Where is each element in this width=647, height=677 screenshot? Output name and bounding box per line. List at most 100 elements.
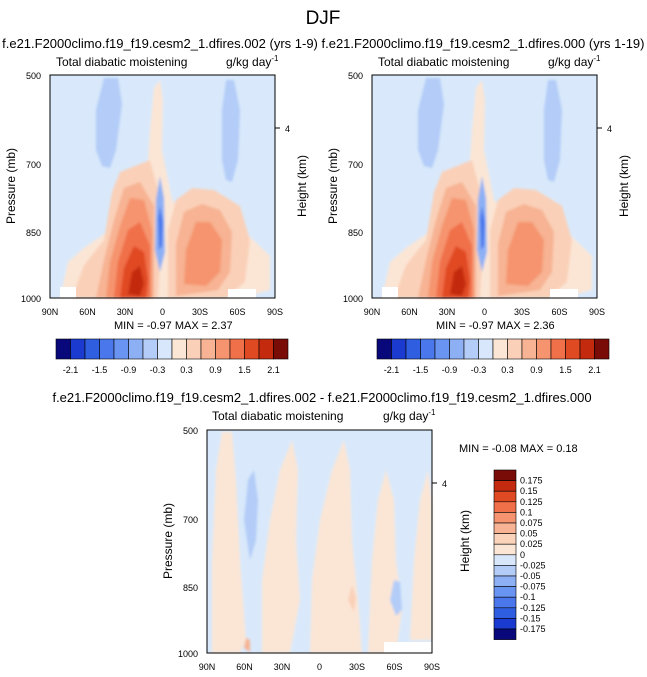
colorbar-swatch [493, 543, 517, 556]
x-tick-label: 90S [424, 662, 440, 672]
panel-2-x-ticks: 90N 60N 30N 0 30S 60S 90S [364, 307, 605, 317]
panel-3-field-pos-spot-2 [244, 638, 250, 652]
panel-2-field-north-blue-plume [418, 78, 444, 168]
right-tick-label: 4 [442, 479, 447, 489]
colorbar-swatch [391, 338, 407, 360]
right-tick-label: 4 [607, 124, 612, 134]
panel-2-missing-data [382, 287, 398, 298]
colorbar-label: -0.05 [520, 571, 541, 581]
panel-3-y-ticks: 500 700 850 1000 [178, 426, 198, 659]
colorbar-label: 0.3 [180, 365, 193, 375]
y-tick-label: 500 [183, 426, 198, 436]
y-tick-label: 1000 [343, 294, 363, 304]
panel-2: f.e21.F2000climo.f19_f19.cesm2_1.dfires.… [321, 36, 644, 332]
colorbar-label: -2.1 [384, 365, 400, 375]
colorbar-swatch [493, 565, 517, 577]
panel-1-units-base: g/kg day [226, 55, 271, 69]
colorbar-swatch [420, 338, 436, 360]
x-tick-label: 30S [514, 307, 530, 317]
colorbar-label: 0.15 [520, 486, 538, 496]
x-tick-label: 60S [551, 307, 567, 317]
panel-1-missing-data [60, 287, 76, 298]
colorbar-swatch [157, 338, 173, 360]
colorbar-swatch [493, 607, 517, 619]
colorbar-label: -0.3 [150, 365, 166, 375]
panel-1-ylabel-right: Height (km) [295, 155, 309, 217]
colorbar-label: 1.5 [559, 365, 572, 375]
x-tick-label: 90N [364, 307, 381, 317]
panel-2-units-base: g/kg day [548, 55, 593, 69]
colorbar-label: 1.5 [238, 365, 251, 375]
panel-3-ylabel-right: Height (km) [458, 510, 472, 572]
panel-1-missing-data-south [228, 289, 256, 298]
panel-3-ylabel: Pressure (mb) [161, 503, 175, 579]
stat-label: MIN = [436, 320, 469, 332]
colorbar-swatch [536, 338, 552, 360]
colorbar-swatch [99, 338, 115, 360]
stat-label: MAX = [494, 320, 533, 332]
x-tick-label: 0 [482, 307, 487, 317]
y-tick-label: 850 [348, 228, 363, 238]
colorbar-swatch [70, 338, 86, 360]
panel-3-min-value: -0.08 [492, 443, 517, 455]
colorbar-swatch [55, 338, 71, 360]
x-tick-label: 60S [386, 662, 402, 672]
panel-1-x-ticks: 90N 60N 30N 0 30S 60S 90S [42, 307, 283, 317]
stat-label: MAX = [172, 320, 211, 332]
colorbar-swatch [507, 338, 523, 360]
stat-label: MIN = [459, 443, 492, 455]
colorbar-swatch [493, 522, 517, 534]
colorbar-label: -0.025 [520, 560, 546, 570]
panel-1-field-equator-core [158, 206, 163, 250]
panel-2-min-value: -0.97 [469, 320, 494, 332]
panel-3-field-polar-pos [410, 470, 432, 640]
x-tick-label: 90S [589, 307, 605, 317]
colorbar-swatch [244, 338, 260, 360]
panel-2-field-south-orange [506, 222, 544, 286]
colorbar-label: -0.9 [121, 365, 137, 375]
panel-1-y-ticks: 500 700 850 1000 [21, 71, 41, 304]
x-tick-label: 0 [317, 662, 322, 672]
panel-1-frame [49, 74, 276, 299]
y-tick-label: 500 [348, 71, 363, 81]
x-tick-label: 60N [401, 307, 418, 317]
colorbar-swatch [493, 554, 517, 566]
y-tick-label: 700 [26, 160, 41, 170]
panel-1-units: g/kg day-1 [226, 54, 279, 69]
colorbar-label: 0.1 [520, 507, 533, 517]
colorbar-swatch [493, 628, 517, 640]
x-tick-label: 30S [349, 662, 365, 672]
panel-1-field-south-blue-plume [222, 80, 240, 182]
colorbar-swatch [142, 338, 158, 360]
colorbar-label: -1.5 [92, 365, 108, 375]
colorbar-label: 0.9 [209, 365, 222, 375]
colorbar-swatch [200, 338, 216, 360]
colorbar-swatch [493, 480, 517, 492]
colorbar-swatch [171, 338, 187, 360]
colorbar-label: -0.1 [520, 592, 536, 602]
panel-3: f.e21.F2000climo.f19_f19.cesm2_1.dfires.… [52, 390, 591, 672]
panel-3-field-north-pos [212, 432, 246, 653]
colorbar-label: 0.125 [520, 497, 543, 507]
panel-1-field-south-orange [184, 222, 222, 286]
colorbar-swatch [493, 596, 517, 609]
panel-2-plot-area: 90N 60N 30N 0 30S 60S 90S 500 700 850 10… [343, 71, 612, 317]
colorbar-swatch [273, 338, 289, 360]
panel-3-plot-area: 90N 60N 30N 0 30S 60S 90S 500 700 850 10… [178, 426, 447, 672]
stat-label: MIN = [114, 320, 147, 332]
colorbar-label: 0.175 [520, 476, 543, 486]
colorbar-label: 0.3 [501, 365, 514, 375]
x-tick-label: 90S [267, 307, 283, 317]
colorbar-label: -0.9 [442, 365, 458, 375]
right-tick-label: 4 [285, 124, 290, 134]
figure-title: DJF [306, 8, 341, 29]
panel-1-min-value: -0.97 [147, 320, 172, 332]
x-tick-label: 30N [117, 307, 134, 317]
colorbar-label: 2.1 [267, 365, 280, 375]
colorbar-panel-3: 0.1750.150.1250.10.0750.050.0250-0.025-0… [493, 469, 546, 640]
colorbar-swatch [434, 338, 450, 360]
panel-1-title: f.e21.F2000climo.f19_f19.cesm2_1.dfires.… [2, 36, 318, 51]
panel-1-max-value: 2.37 [211, 320, 232, 332]
panel-1-stats: MIN = -0.97 MAX = 2.37 [114, 320, 233, 332]
